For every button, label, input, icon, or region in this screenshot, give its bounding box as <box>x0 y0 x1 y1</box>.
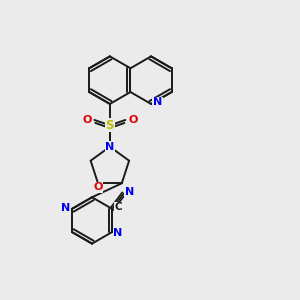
Text: C: C <box>115 202 123 212</box>
Text: S: S <box>106 119 114 132</box>
Text: O: O <box>82 115 92 125</box>
Text: N: N <box>105 142 115 152</box>
Text: N: N <box>105 142 115 152</box>
Text: N: N <box>125 187 134 197</box>
Text: N: N <box>153 98 162 107</box>
Text: O: O <box>128 115 137 125</box>
Text: O: O <box>93 182 103 192</box>
Text: N: N <box>113 228 123 238</box>
Text: N: N <box>61 203 70 213</box>
